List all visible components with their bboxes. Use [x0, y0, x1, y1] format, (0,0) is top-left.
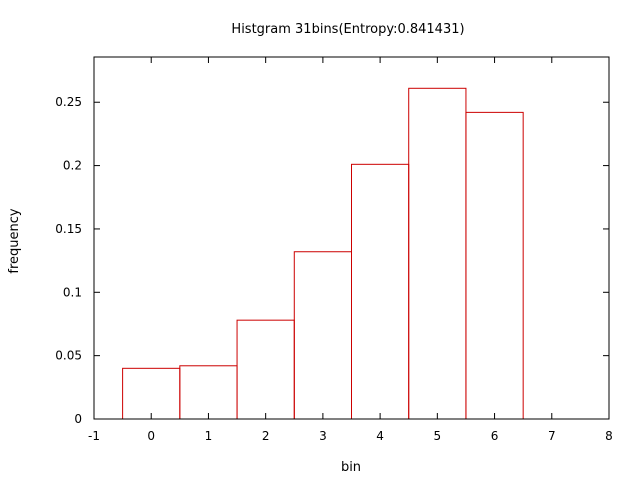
- x-tick-label: 1: [205, 429, 213, 443]
- x-tick-label: 5: [434, 429, 442, 443]
- histogram-bar: [408, 87, 467, 420]
- plot-frame: [93, 56, 610, 420]
- y-tick-label: 0.15: [55, 222, 82, 236]
- bars-layer: [122, 87, 524, 420]
- histogram-bar: [351, 163, 410, 420]
- x-tick-label: 2: [262, 429, 270, 443]
- ticks-layer: -1 0 1 2 3 4 5 6 7 8 0 0.05 0.1 0.15 0.2 0.25: [55, 57, 613, 443]
- x-tick-label: -1: [88, 429, 100, 443]
- y-tick-label: 0.1: [63, 285, 82, 299]
- x-tick-label: 0: [147, 429, 155, 443]
- x-tick-label: 8: [605, 429, 613, 443]
- y-tick-label: 0: [74, 412, 82, 426]
- histogram-bar: [293, 251, 352, 420]
- histogram-bar: [465, 111, 524, 420]
- histogram-bar: [179, 365, 238, 420]
- x-tick-label: 4: [376, 429, 384, 443]
- x-axis-label: bin: [341, 460, 361, 475]
- x-tick-label: 3: [319, 429, 327, 443]
- x-tick-label: 7: [548, 429, 556, 443]
- y-axis-label: frequency: [7, 208, 22, 274]
- y-tick-label: 0.25: [55, 95, 82, 109]
- y-tick-label: 0.05: [55, 349, 82, 363]
- chart-title: Histgram 31bins(Entropy:0.841431): [231, 22, 464, 37]
- histogram-bar: [122, 367, 181, 420]
- x-tick-label: 6: [491, 429, 499, 443]
- y-tick-label: 0.2: [63, 159, 82, 173]
- histogram-bar: [236, 319, 295, 420]
